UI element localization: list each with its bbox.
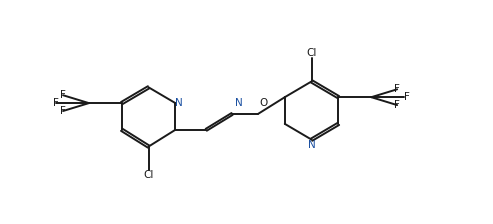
Text: F: F <box>394 100 400 110</box>
Text: N: N <box>235 98 243 108</box>
Text: F: F <box>394 84 400 94</box>
Text: Cl: Cl <box>307 48 317 58</box>
Text: F: F <box>60 90 66 100</box>
Text: Cl: Cl <box>143 170 154 180</box>
Text: F: F <box>404 92 410 102</box>
Text: F: F <box>60 106 66 116</box>
Text: N: N <box>176 98 183 108</box>
Text: F: F <box>53 98 59 108</box>
Text: O: O <box>260 98 268 108</box>
Text: N: N <box>308 140 316 150</box>
